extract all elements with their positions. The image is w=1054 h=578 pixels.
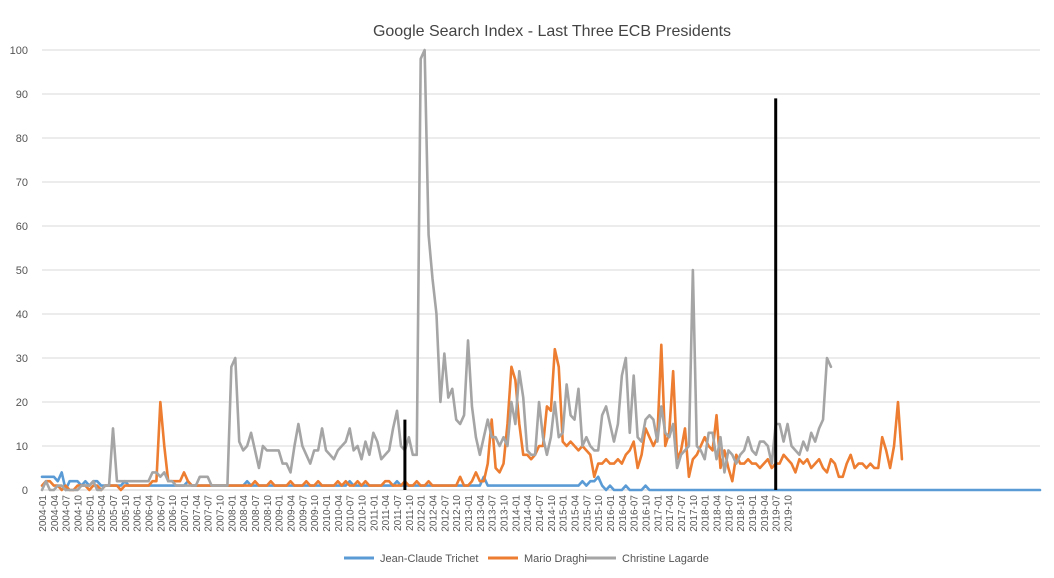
x-tick-label: 2014-10 [547,495,558,532]
x-tick-label: 2006-10 [168,495,179,532]
y-tick-label: 0 [22,485,28,497]
y-axis-ticks: 0 10 20 30 40 50 60 70 80 90 100 [10,45,28,497]
x-tick-label: 2004-07 [62,495,73,532]
series-line-jean-claude-trichet [40,471,1042,492]
x-tick-label: 2011-10 [405,495,416,531]
x-tick-label: 2012-04 [429,495,440,532]
x-tick-label: 2005-01 [85,495,96,532]
chart-title: Google Search Index - Last Three ECB Pre… [373,23,731,40]
x-tick-label: 2010-01 [322,495,333,532]
legend-label: Jean-Claude Trichet [380,553,478,565]
x-tick-label: 2005-07 [109,495,120,532]
x-tick-label: 2004-10 [74,495,85,532]
x-tick-label: 2016-04 [618,495,629,532]
x-tick-label: 2014-04 [523,495,534,532]
x-tick-label: 2010-04 [334,495,345,532]
x-tick-label: 2006-04 [145,495,156,532]
x-tick-label: 2015-01 [559,495,570,532]
x-tick-label: 2007-07 [204,495,215,532]
y-tick-label: 50 [16,265,28,277]
x-tick-label: 2018-07 [724,495,735,532]
gridlines [42,49,1040,447]
x-tick-label: 2009-04 [287,495,298,532]
x-tick-label: 2017-07 [677,495,688,532]
x-tick-label: 2017-04 [665,495,676,532]
x-tick-label: 2011-07 [393,495,404,531]
x-tick-label: 2006-07 [156,495,167,532]
x-tick-label: 2004-04 [50,495,61,532]
x-tick-label: 2007-04 [192,495,203,532]
y-tick-label: 80 [16,133,28,145]
x-tick-label: 2015-07 [582,495,593,532]
x-tick-label: 2008-04 [239,495,250,532]
x-tick-label: 2007-01 [180,495,191,532]
series-line-mario-draghi [40,343,904,492]
x-tick-label: 2018-04 [713,495,724,532]
y-tick-label: 60 [16,221,28,233]
x-axis-ticks: 2004-01 2004-04 2004-07 2004-10 2005-01 2005-… [38,495,795,532]
x-tick-label: 2013-07 [488,495,499,532]
x-tick-label: 2010-10 [358,495,369,532]
series-lines [40,48,1042,492]
x-tick-label: 2015-10 [594,495,605,532]
x-tick-label: 2010-07 [346,495,357,532]
legend-label: Christine Lagarde [622,553,709,565]
x-tick-label: 2016-07 [630,495,641,532]
x-tick-label: 2015-04 [571,495,582,532]
x-tick-label: 2019-04 [760,495,771,532]
x-tick-label: 2013-04 [476,495,487,532]
x-tick-label: 2017-01 [653,495,664,532]
x-tick-label: 2012-10 [452,495,463,532]
x-tick-label: 2019-01 [748,495,759,532]
x-tick-label: 2009-10 [310,495,321,532]
x-tick-label: 2018-10 [736,495,747,532]
x-tick-label: 2014-07 [535,495,546,532]
y-tick-label: 10 [16,441,28,453]
x-tick-label: 2005-10 [121,495,132,532]
x-tick-label: 2006-01 [133,495,144,532]
x-tick-label: 2011-04 [381,495,392,531]
x-tick-label: 2014-01 [511,495,522,532]
y-tick-label: 70 [16,177,28,189]
series-line-christine-lagarde [40,48,833,492]
x-tick-label: 2018-01 [701,495,712,532]
x-tick-label: 2019-10 [784,495,795,532]
y-tick-label: 30 [16,353,28,365]
x-tick-label: 2017-10 [689,495,700,532]
legend-label: Mario Draghi [524,553,587,565]
x-tick-label: 2012-01 [417,495,428,532]
x-tick-label: 2016-10 [642,495,653,532]
x-tick-label: 2007-10 [216,495,227,532]
y-tick-label: 100 [10,45,28,57]
x-tick-label: 2008-01 [227,495,238,532]
x-tick-label: 2004-01 [38,495,49,532]
x-tick-label: 2013-10 [500,495,511,532]
x-tick-label: 2009-01 [275,495,286,532]
x-tick-label: 2011-01 [369,495,380,531]
x-tick-label: 2016-01 [606,495,617,532]
event-markers [403,98,778,490]
x-tick-label: 2019-07 [772,495,783,532]
x-tick-label: 2009-07 [298,495,309,532]
y-tick-label: 90 [16,89,28,101]
x-tick-label: 2008-07 [251,495,262,532]
legend: Jean-Claude Trichet Mario Draghi Christine… [344,553,709,565]
x-tick-label: 2005-04 [97,495,108,532]
y-tick-label: 40 [16,309,28,321]
x-tick-label: 2013-01 [464,495,475,532]
x-tick-label: 2012-07 [440,495,451,532]
y-tick-label: 20 [16,397,28,409]
x-tick-label: 2008-10 [263,495,274,532]
